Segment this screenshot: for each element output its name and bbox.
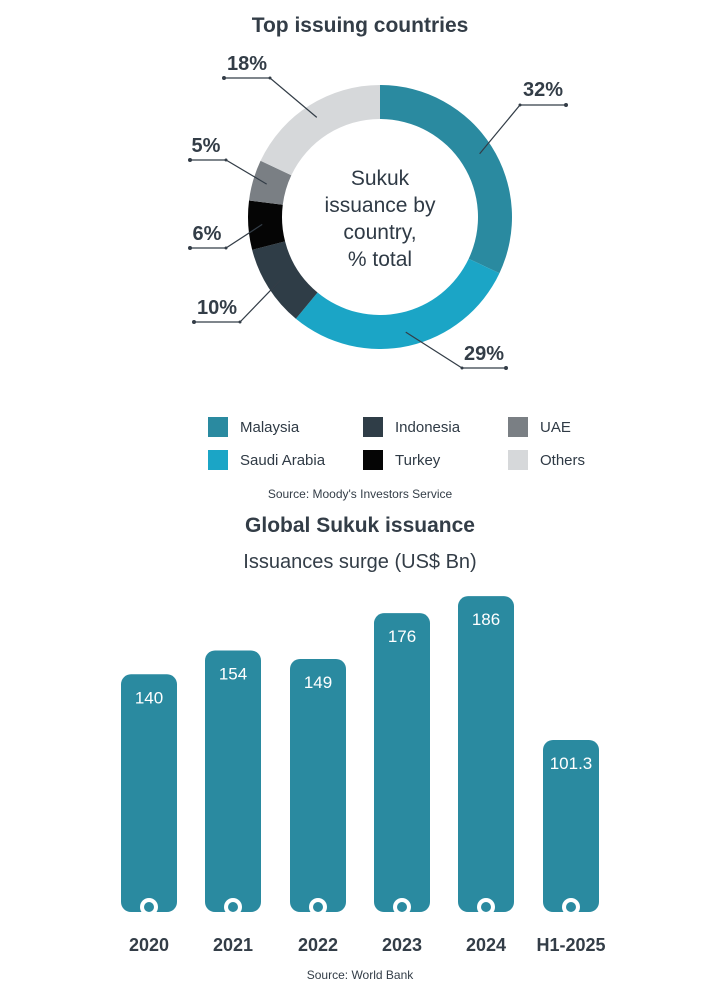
donut-slice-malaysia xyxy=(380,85,512,274)
donut-legend: Malaysia Saudi Arabia Indonesia Turkey UAE Ot… xyxy=(208,416,628,476)
donut-label-indonesia: 10% xyxy=(197,297,237,319)
legend-swatch xyxy=(363,417,383,437)
legend-label: UAE xyxy=(540,418,571,436)
legend-label: Indonesia xyxy=(395,418,461,436)
bar-source: Source: World Bank xyxy=(306,968,414,982)
bar-chart-subtitle: Issuances surge (US$ Bn) xyxy=(243,551,477,573)
legend-label: Turkey xyxy=(395,451,441,469)
donut-leader-dot xyxy=(564,103,568,107)
donut-leader-line xyxy=(479,104,566,155)
legend-label: Saudi Arabia xyxy=(240,451,326,469)
donut-leader-dot xyxy=(188,158,192,162)
legend-item-indonesia: Indonesia xyxy=(363,416,460,438)
donut-label-saudi-arabia: 29% xyxy=(464,343,504,365)
donut-center-text: Sukuk xyxy=(351,167,410,190)
legend-item-others: Others xyxy=(508,449,585,471)
donut-chart-title: Top issuing countries xyxy=(251,14,469,37)
donut-leader-dot xyxy=(192,320,196,324)
donut-slice-uae xyxy=(249,160,292,205)
donut-leader-dot xyxy=(224,246,228,250)
donut-label-malaysia: 32% xyxy=(523,79,563,101)
legend-item-turkey: Turkey xyxy=(363,449,440,471)
donut-label-others: 18% xyxy=(227,53,267,75)
legend-swatch xyxy=(363,450,383,470)
donut-label-uae: 5% xyxy=(192,135,221,157)
legend-item-saudi-arabia: Saudi Arabia xyxy=(208,449,325,471)
donut-center-text: % total xyxy=(348,248,412,271)
bar-chart-title: Global Sukuk issuance xyxy=(245,514,475,537)
donut-leader-dot xyxy=(518,103,522,107)
legend-swatch xyxy=(508,450,528,470)
donut-leader-dot xyxy=(460,366,464,370)
donut-leader-dot xyxy=(238,320,242,324)
legend-item-malaysia: Malaysia xyxy=(208,416,299,438)
legend-item-uae: UAE xyxy=(508,416,571,438)
donut-slice-indonesia xyxy=(252,241,318,319)
legend-swatch xyxy=(508,417,528,437)
donut-leader-dot xyxy=(224,158,228,162)
legend-swatch xyxy=(208,417,228,437)
donut-label-turkey: 6% xyxy=(193,223,222,245)
donut-center-text: country, xyxy=(343,221,416,244)
donut-leader-dot xyxy=(188,246,192,250)
legend-label: Others xyxy=(540,451,586,469)
donut-leader-dot xyxy=(222,76,226,80)
donut-leader-dot xyxy=(504,366,508,370)
donut-slice-others xyxy=(260,85,380,176)
donut-slice-saudi-arabia xyxy=(295,258,500,349)
donut-leader-dot xyxy=(268,76,272,80)
legend-swatch xyxy=(208,450,228,470)
donut-slice-turkey xyxy=(248,200,286,250)
donut-source: Source: Moody's Investors Service xyxy=(267,487,453,501)
legend-label: Malaysia xyxy=(240,418,300,436)
donut-center-text: issuance by xyxy=(325,194,436,217)
